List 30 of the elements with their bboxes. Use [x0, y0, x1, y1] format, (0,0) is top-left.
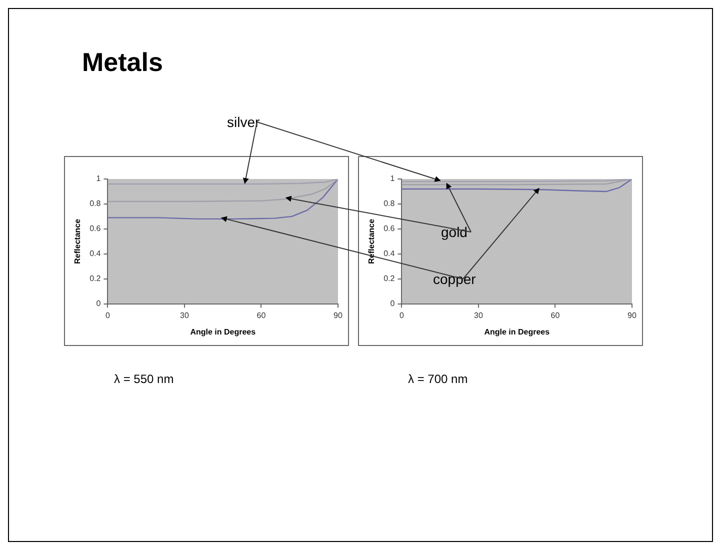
text: silver [227, 114, 260, 130]
x-tick-label: 90 [628, 310, 637, 320]
y-tick-label: 0.8 [90, 199, 102, 208]
y-tick-label: 0.4 [90, 249, 102, 258]
x-tick-label: 60 [550, 310, 560, 320]
x-axis-title: Angle in Degrees [190, 327, 256, 336]
text: λ = 550 nm [114, 372, 174, 386]
x-tick-label: 0 [105, 310, 110, 320]
text: copper [433, 271, 476, 287]
y-axis-title: Reflectance [73, 218, 82, 264]
y-axis-title: Reflectance [367, 218, 376, 264]
x-tick-label: 30 [180, 310, 190, 320]
x-tick-label: 60 [256, 310, 266, 320]
y-tick-label: 0 [390, 299, 396, 308]
y-tick-label: 0.2 [384, 274, 396, 284]
text: gold [441, 224, 468, 240]
y-tick-label: 1 [96, 174, 102, 184]
y-tick-label: 0.4 [384, 249, 396, 258]
chart-title: Metals [82, 47, 163, 78]
x-tick-label: 30 [474, 310, 484, 320]
y-tick-label: 0.6 [384, 224, 396, 234]
x-tick-label: 0 [399, 310, 404, 320]
y-tick-label: 1 [390, 174, 396, 184]
text: λ = 700 nm [408, 372, 468, 386]
y-tick-label: 0.6 [90, 224, 102, 234]
y-tick-label: 0 [96, 299, 102, 308]
x-tick-label: 90 [334, 310, 343, 320]
x-axis-title: Angle in Degrees [484, 327, 550, 336]
y-tick-label: 0.8 [384, 199, 396, 208]
y-tick-label: 0.2 [90, 274, 102, 284]
